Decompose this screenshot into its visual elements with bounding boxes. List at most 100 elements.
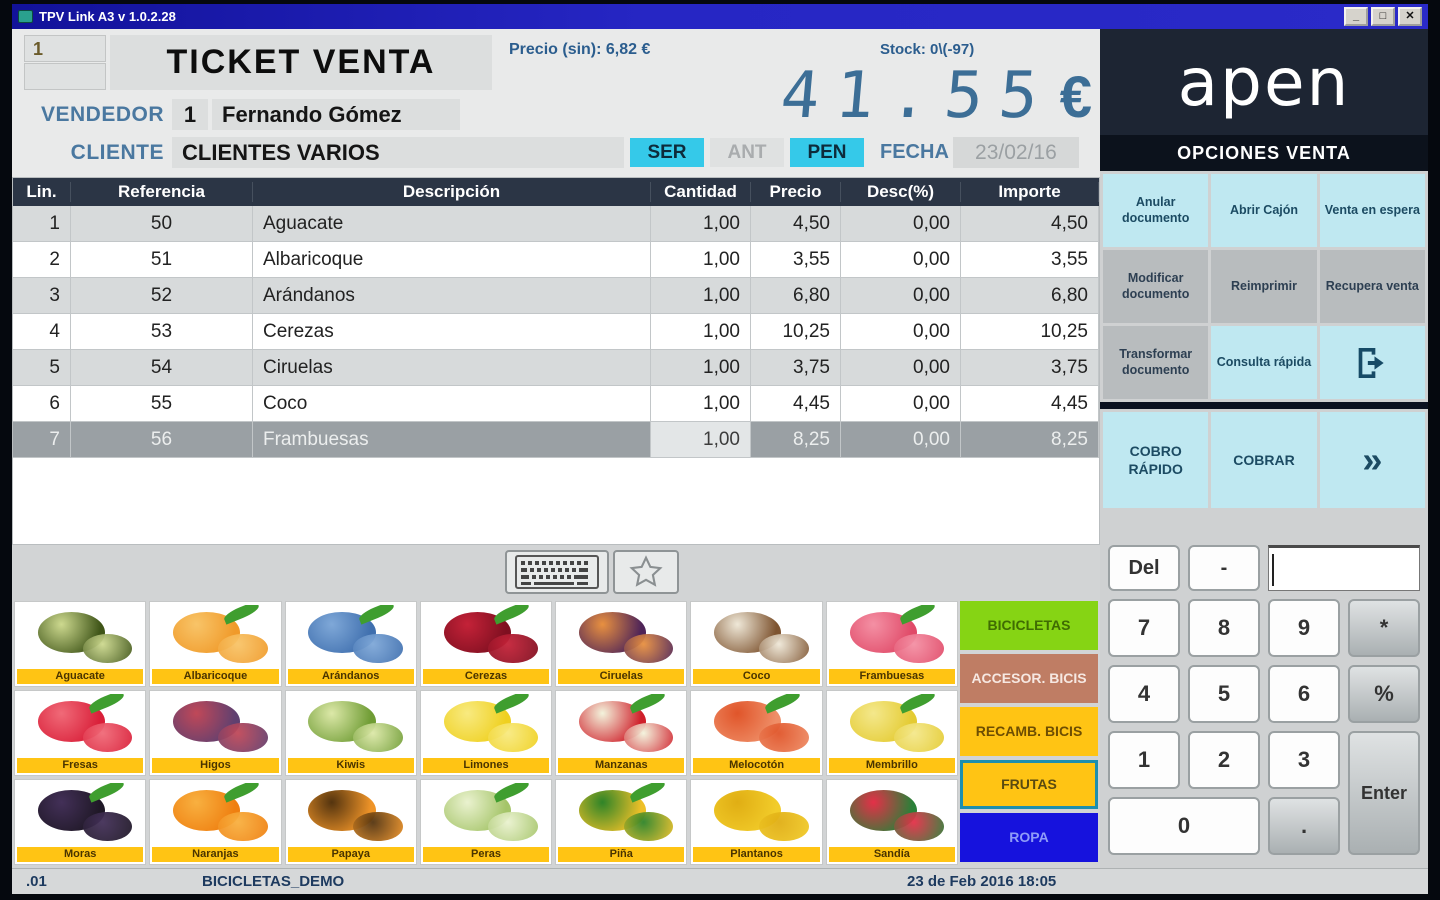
cell-lin: 3 <box>13 278 71 313</box>
product-tile-sandia[interactable]: Sandía <box>825 779 958 865</box>
table-row[interactable]: 4 53 Cerezas 1,00 10,25 0,00 10,25 <box>13 314 1099 350</box>
numpad-key-9[interactable]: 9 <box>1268 599 1340 657</box>
numpad-key-8[interactable]: 8 <box>1188 599 1260 657</box>
product-tile-papaya[interactable]: Papaya <box>284 779 417 865</box>
product-tile-aguacate[interactable]: Aguacate <box>14 601 147 687</box>
numpad-key-minus[interactable]: - <box>1188 545 1260 591</box>
cell-ref: 52 <box>71 278 253 313</box>
pen-button[interactable]: PEN <box>790 138 864 167</box>
category-ropa[interactable]: ROPA <box>960 813 1098 862</box>
fruit-shape <box>353 811 403 842</box>
close-button[interactable]: ✕ <box>1398 7 1422 26</box>
numpad-key-1[interactable]: 1 <box>1108 731 1180 789</box>
cell-importe: 4,50 <box>961 206 1099 241</box>
product-tile-melocoton[interactable]: Melocotón <box>690 690 823 776</box>
product-label: Naranjas <box>152 847 279 862</box>
modificar-documento-button[interactable]: Modificar documento <box>1103 250 1209 323</box>
maximize-button[interactable]: □ <box>1371 7 1395 26</box>
anular-documento-button[interactable]: Anular documento <box>1103 174 1209 247</box>
product-tile-moras[interactable]: Moras <box>14 779 147 865</box>
cobrar-button[interactable]: COBRAR <box>1211 412 1317 508</box>
fruit-image-plantanos-icon <box>694 783 818 845</box>
venta-en-espera-button[interactable]: Venta en espera <box>1319 174 1425 247</box>
table-row[interactable]: 5 54 Ciruelas 1,00 3,75 0,00 3,75 <box>13 350 1099 386</box>
numpad-key-7[interactable]: 7 <box>1108 599 1180 657</box>
virtual-keyboard-button[interactable] <box>505 550 609 594</box>
fruit-image-coco-icon <box>694 605 818 667</box>
fruit-image-pina-icon <box>559 783 683 845</box>
category-frutas[interactable]: FRUTAS <box>960 760 1098 809</box>
numpad-key-2[interactable]: 2 <box>1188 731 1260 789</box>
numpad-key-5[interactable]: 5 <box>1188 665 1260 723</box>
numpad-key-[interactable]: % <box>1348 665 1420 723</box>
numpad-key-del[interactable]: Del <box>1108 545 1180 591</box>
product-tile-peras[interactable]: Peras <box>419 779 553 865</box>
status-datetime: 23 de Feb 2016 18:05 <box>907 873 1057 890</box>
recupera-venta-button[interactable]: Recupera venta <box>1319 250 1425 323</box>
product-label: Coco <box>693 669 820 684</box>
table-row[interactable]: 2 51 Albaricoque 1,00 3,55 0,00 3,55 <box>13 242 1099 278</box>
product-tile-ciruelas[interactable]: Ciruelas <box>555 601 688 687</box>
fruit-shape <box>82 811 133 842</box>
cell-cant: 1,00 <box>651 350 751 385</box>
transformar-documento-button[interactable]: Transformar documento <box>1103 326 1209 399</box>
numpad-key-4[interactable]: 4 <box>1108 665 1180 723</box>
product-tile-albaricoque[interactable]: Albaricoque <box>149 601 282 687</box>
column-header-referencia: Referencia <box>71 182 253 202</box>
fruit-shape <box>353 722 403 753</box>
window-title: TPV Link A3 v 1.0.2.28 <box>39 9 176 24</box>
table-row[interactable]: 6 55 Coco 1,00 4,45 0,00 4,45 <box>13 386 1099 422</box>
product-label: Membrillo <box>828 758 955 773</box>
ant-button[interactable]: ANT <box>710 138 784 167</box>
numpad-input[interactable] <box>1268 545 1420 591</box>
leaf-shape <box>86 694 126 715</box>
numpad-key-6[interactable]: 6 <box>1268 665 1340 723</box>
product-tile-naranjas[interactable]: Naranjas <box>149 779 282 865</box>
product-tile-frambuesas[interactable]: Frambuesas <box>825 601 958 687</box>
minimize-button[interactable]: _ <box>1344 7 1368 26</box>
product-tile-plantanos[interactable]: Plantanos <box>690 779 823 865</box>
table-row[interactable]: 1 50 Aguacate 1,00 4,50 0,00 4,50 <box>13 206 1099 242</box>
numpad-key-0[interactable]: 0 <box>1108 797 1260 855</box>
product-tile-limones[interactable]: Limones <box>419 690 553 776</box>
product-label: Frambuesas <box>828 669 955 684</box>
table-row[interactable]: 7 56 Frambuesas 1,00 8,25 0,00 8,25 <box>13 422 1099 458</box>
product-label: Kiwis <box>287 758 414 773</box>
consulta-rapida-button[interactable]: Consulta rápida <box>1211 326 1317 399</box>
fruit-image-peras-icon <box>424 783 548 845</box>
cell-dto: 0,00 <box>841 386 961 421</box>
category-bicicletas[interactable]: BICICLETAS <box>960 601 1098 650</box>
numpad-key-3[interactable]: 3 <box>1268 731 1340 789</box>
status-terminal: .01 <box>26 873 47 890</box>
category-recamb-bicis[interactable]: RECAMB. BICIS <box>960 707 1098 756</box>
cell-lin: 2 <box>13 242 71 277</box>
abrir-cajon-button[interactable]: Abrir Cajón <box>1211 174 1317 247</box>
product-tile-coco[interactable]: Coco <box>690 601 823 687</box>
numpad-key-enter[interactable]: Enter <box>1348 731 1420 855</box>
product-tile-pina[interactable]: Piña <box>555 779 688 865</box>
cell-desc: Albaricoque <box>253 242 651 277</box>
table-row[interactable]: 3 52 Arándanos 1,00 6,80 0,00 6,80 <box>13 278 1099 314</box>
product-tile-fresas[interactable]: Fresas <box>14 690 147 776</box>
fruit-shape <box>894 811 945 842</box>
cell-precio: 3,55 <box>751 242 841 277</box>
category-accesor-bicis[interactable]: ACCESOR. BICIS <box>960 654 1098 703</box>
fruit-image-arandanos-icon <box>289 605 413 667</box>
exit-button[interactable] <box>1319 326 1425 399</box>
product-tile-manzanas[interactable]: Manzanas <box>555 690 688 776</box>
numpad-key-[interactable]: * <box>1348 599 1420 657</box>
numpad-key-[interactable]: . <box>1268 797 1340 855</box>
product-tile-arandanos[interactable]: Arándanos <box>284 601 417 687</box>
more-options-button[interactable]: » <box>1319 412 1425 508</box>
cell-ref: 54 <box>71 350 253 385</box>
product-tile-membrillo[interactable]: Membrillo <box>825 690 958 776</box>
fruit-image-fresas-icon <box>18 694 142 756</box>
ser-button[interactable]: SER <box>630 138 704 167</box>
reimprimir-button[interactable]: Reimprimir <box>1211 250 1317 323</box>
cobro-rapido-button[interactable]: COBRO RÁPIDO <box>1103 412 1209 508</box>
product-tile-higos[interactable]: Higos <box>149 690 282 776</box>
product-tile-cerezas[interactable]: Cerezas <box>419 601 553 687</box>
product-tile-kiwis[interactable]: Kiwis <box>284 690 417 776</box>
favorites-button[interactable] <box>613 550 679 594</box>
